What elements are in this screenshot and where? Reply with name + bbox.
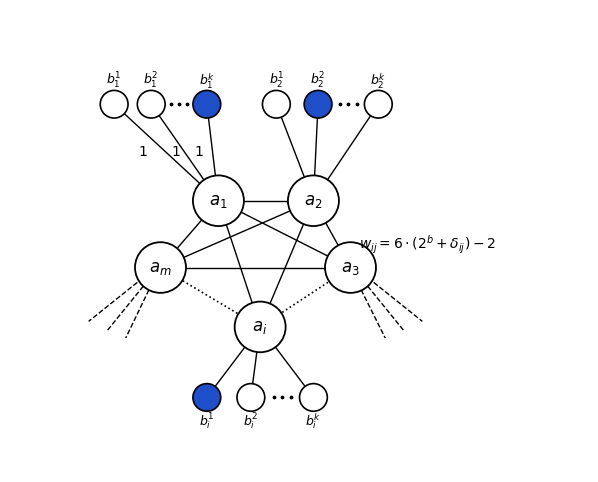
Ellipse shape bbox=[234, 302, 286, 352]
Ellipse shape bbox=[263, 91, 290, 118]
Text: $w_{ij} = 6 \cdot (2^b + \delta_{ij}) - 2$: $w_{ij} = 6 \cdot (2^b + \delta_{ij}) - … bbox=[359, 234, 495, 256]
Text: $b_2^1$: $b_2^1$ bbox=[269, 71, 284, 91]
Ellipse shape bbox=[237, 384, 265, 411]
Text: $a_i$: $a_i$ bbox=[252, 318, 268, 336]
Text: $b_1^k$: $b_1^k$ bbox=[199, 71, 215, 91]
Text: $a_2$: $a_2$ bbox=[304, 192, 323, 210]
Ellipse shape bbox=[135, 242, 186, 293]
Text: $a_3$: $a_3$ bbox=[341, 258, 360, 277]
Text: $a_m$: $a_m$ bbox=[149, 258, 172, 277]
Ellipse shape bbox=[300, 384, 327, 411]
Ellipse shape bbox=[288, 175, 339, 226]
Ellipse shape bbox=[100, 91, 128, 118]
Text: $b_1^2$: $b_1^2$ bbox=[144, 71, 159, 91]
Ellipse shape bbox=[193, 175, 244, 226]
Text: $b_i^1$: $b_i^1$ bbox=[199, 412, 215, 432]
Ellipse shape bbox=[325, 242, 376, 293]
Ellipse shape bbox=[364, 91, 392, 118]
Ellipse shape bbox=[193, 384, 221, 411]
Ellipse shape bbox=[138, 91, 165, 118]
Text: 1: 1 bbox=[139, 146, 148, 160]
Text: $b_1^1$: $b_1^1$ bbox=[106, 71, 122, 91]
Text: $b_i^k$: $b_i^k$ bbox=[306, 412, 322, 431]
Text: $b_2^k$: $b_2^k$ bbox=[370, 71, 386, 91]
Text: 1: 1 bbox=[172, 146, 180, 160]
Text: $b_i^2$: $b_i^2$ bbox=[243, 412, 258, 432]
Text: $a_1$: $a_1$ bbox=[209, 192, 228, 210]
Text: $b_2^2$: $b_2^2$ bbox=[310, 71, 326, 91]
Ellipse shape bbox=[304, 91, 332, 118]
Ellipse shape bbox=[193, 91, 221, 118]
Text: 1: 1 bbox=[194, 146, 203, 160]
